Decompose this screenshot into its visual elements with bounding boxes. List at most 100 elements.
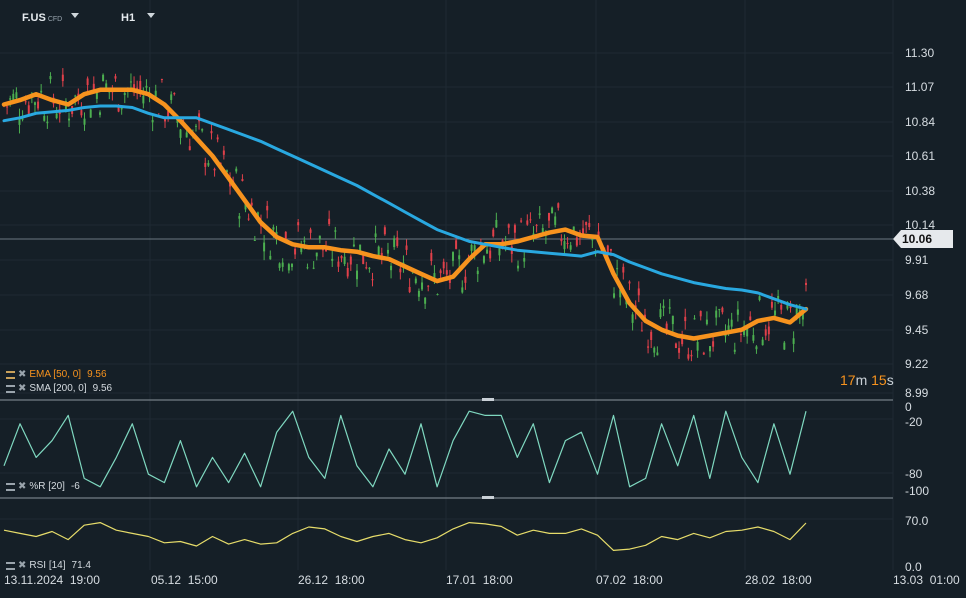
time-tick: 13.03 01:00 xyxy=(893,573,960,587)
candle-body xyxy=(312,267,315,269)
price-tick: 11.30 xyxy=(905,46,935,60)
candle-body xyxy=(396,237,399,246)
williams-close-icon[interactable]: ✖ xyxy=(18,481,27,492)
rsi-settings-icon[interactable] xyxy=(6,561,15,570)
candle-body xyxy=(752,335,755,341)
williams-legend[interactable]: ✖ %R [20] -6 xyxy=(6,481,80,492)
time-tick: 17.01 18:00 xyxy=(446,573,513,587)
price-tick: 9.68 xyxy=(905,288,929,302)
symbol-dropdown-icon[interactable] xyxy=(71,13,79,18)
williams-label: %R [20] xyxy=(29,481,65,492)
candle-body xyxy=(430,252,433,261)
candle-body xyxy=(253,240,256,242)
candle-body xyxy=(145,85,148,88)
candle-body xyxy=(40,90,43,93)
pane-resize-handle-1[interactable] xyxy=(482,398,494,401)
candle-body xyxy=(770,301,773,308)
williams-tick: -20 xyxy=(905,415,923,429)
candle-body xyxy=(755,346,758,350)
candle-body xyxy=(380,252,383,258)
candle-body xyxy=(390,265,393,271)
candle-body xyxy=(529,219,532,221)
timeframe-dropdown-icon[interactable] xyxy=(147,13,155,18)
candle-body xyxy=(653,347,656,353)
candle-body xyxy=(733,349,736,352)
rsi-line[interactable] xyxy=(3,522,807,551)
timeframe-selector[interactable]: H1 xyxy=(121,12,135,24)
candle-body xyxy=(507,224,510,228)
candle-body xyxy=(117,104,120,112)
williams-settings-icon[interactable] xyxy=(6,482,15,491)
ema-close-icon[interactable]: ✖ xyxy=(18,369,27,380)
williams-line[interactable] xyxy=(3,410,807,488)
candle-body xyxy=(368,267,371,269)
ema-legend[interactable]: ✖ EMA [50, 0] 9.56 xyxy=(6,369,107,380)
candle-body xyxy=(743,328,746,335)
candle-body xyxy=(789,305,792,309)
candle-body xyxy=(495,220,498,228)
williams-tick: -80 xyxy=(905,467,923,481)
candle-body xyxy=(656,352,659,356)
candle-body xyxy=(306,267,309,269)
candle-body xyxy=(318,235,321,239)
candle-body xyxy=(458,255,461,260)
candle-body xyxy=(188,146,191,151)
candle-body xyxy=(588,223,591,227)
candle-body xyxy=(185,132,188,138)
candle-body xyxy=(250,202,253,206)
candle-body xyxy=(18,116,21,125)
candle-body xyxy=(631,314,634,323)
sma-close-icon[interactable]: ✖ xyxy=(18,383,27,394)
candle-body xyxy=(114,76,117,79)
price-tick: 9.22 xyxy=(905,357,929,371)
candle-body xyxy=(690,354,693,357)
candle-body xyxy=(758,296,761,301)
candle-body xyxy=(290,263,293,267)
candle-body xyxy=(6,106,9,108)
candle-body xyxy=(272,227,275,230)
candle-body xyxy=(105,83,108,91)
candle-body xyxy=(340,255,343,259)
candle-body xyxy=(27,105,30,114)
current-price-badge: 10.06 xyxy=(893,230,953,248)
candle-body xyxy=(687,354,690,359)
candle-body xyxy=(424,297,427,304)
candle-body xyxy=(405,245,408,250)
candle-body xyxy=(352,244,355,247)
candle-body xyxy=(421,282,424,290)
price-tick: 10.14 xyxy=(905,218,936,232)
candle-body xyxy=(696,342,699,351)
rsi-value: 71.4 xyxy=(71,560,91,571)
sma-line[interactable] xyxy=(2,104,808,311)
candle-body xyxy=(575,237,578,246)
candle-body xyxy=(160,78,163,80)
candle-body xyxy=(225,170,228,173)
candle-body xyxy=(207,162,210,166)
candle-body xyxy=(278,263,281,268)
candle-body xyxy=(266,205,269,211)
ema-line[interactable] xyxy=(1,87,809,341)
candle-body xyxy=(792,338,795,344)
rsi-close-icon[interactable]: ✖ xyxy=(18,560,27,571)
candle-countdown: 17m 15s xyxy=(840,372,894,388)
candle-body xyxy=(613,293,616,298)
candle-body xyxy=(80,110,83,116)
candle-body xyxy=(210,131,213,134)
ema-settings-icon[interactable] xyxy=(6,370,15,379)
candle-body xyxy=(795,308,798,318)
candle-body xyxy=(761,339,764,346)
rsi-legend[interactable]: ✖ RSI [14] 71.4 xyxy=(6,560,91,571)
sma-legend[interactable]: ✖ SMA [200, 0] 9.56 xyxy=(6,383,112,394)
candle-body xyxy=(746,327,749,337)
pane-resize-handle-2[interactable] xyxy=(482,496,494,499)
candle-body xyxy=(383,227,386,235)
candle-body xyxy=(433,273,436,280)
sma-settings-icon[interactable] xyxy=(6,384,15,393)
candle-body xyxy=(204,162,207,167)
candle-body xyxy=(464,276,467,283)
candle-body xyxy=(235,168,238,172)
candle-body xyxy=(498,248,501,256)
price-tick: 10.84 xyxy=(905,115,936,129)
symbol-selector[interactable]: F.US CFD xyxy=(22,12,62,24)
